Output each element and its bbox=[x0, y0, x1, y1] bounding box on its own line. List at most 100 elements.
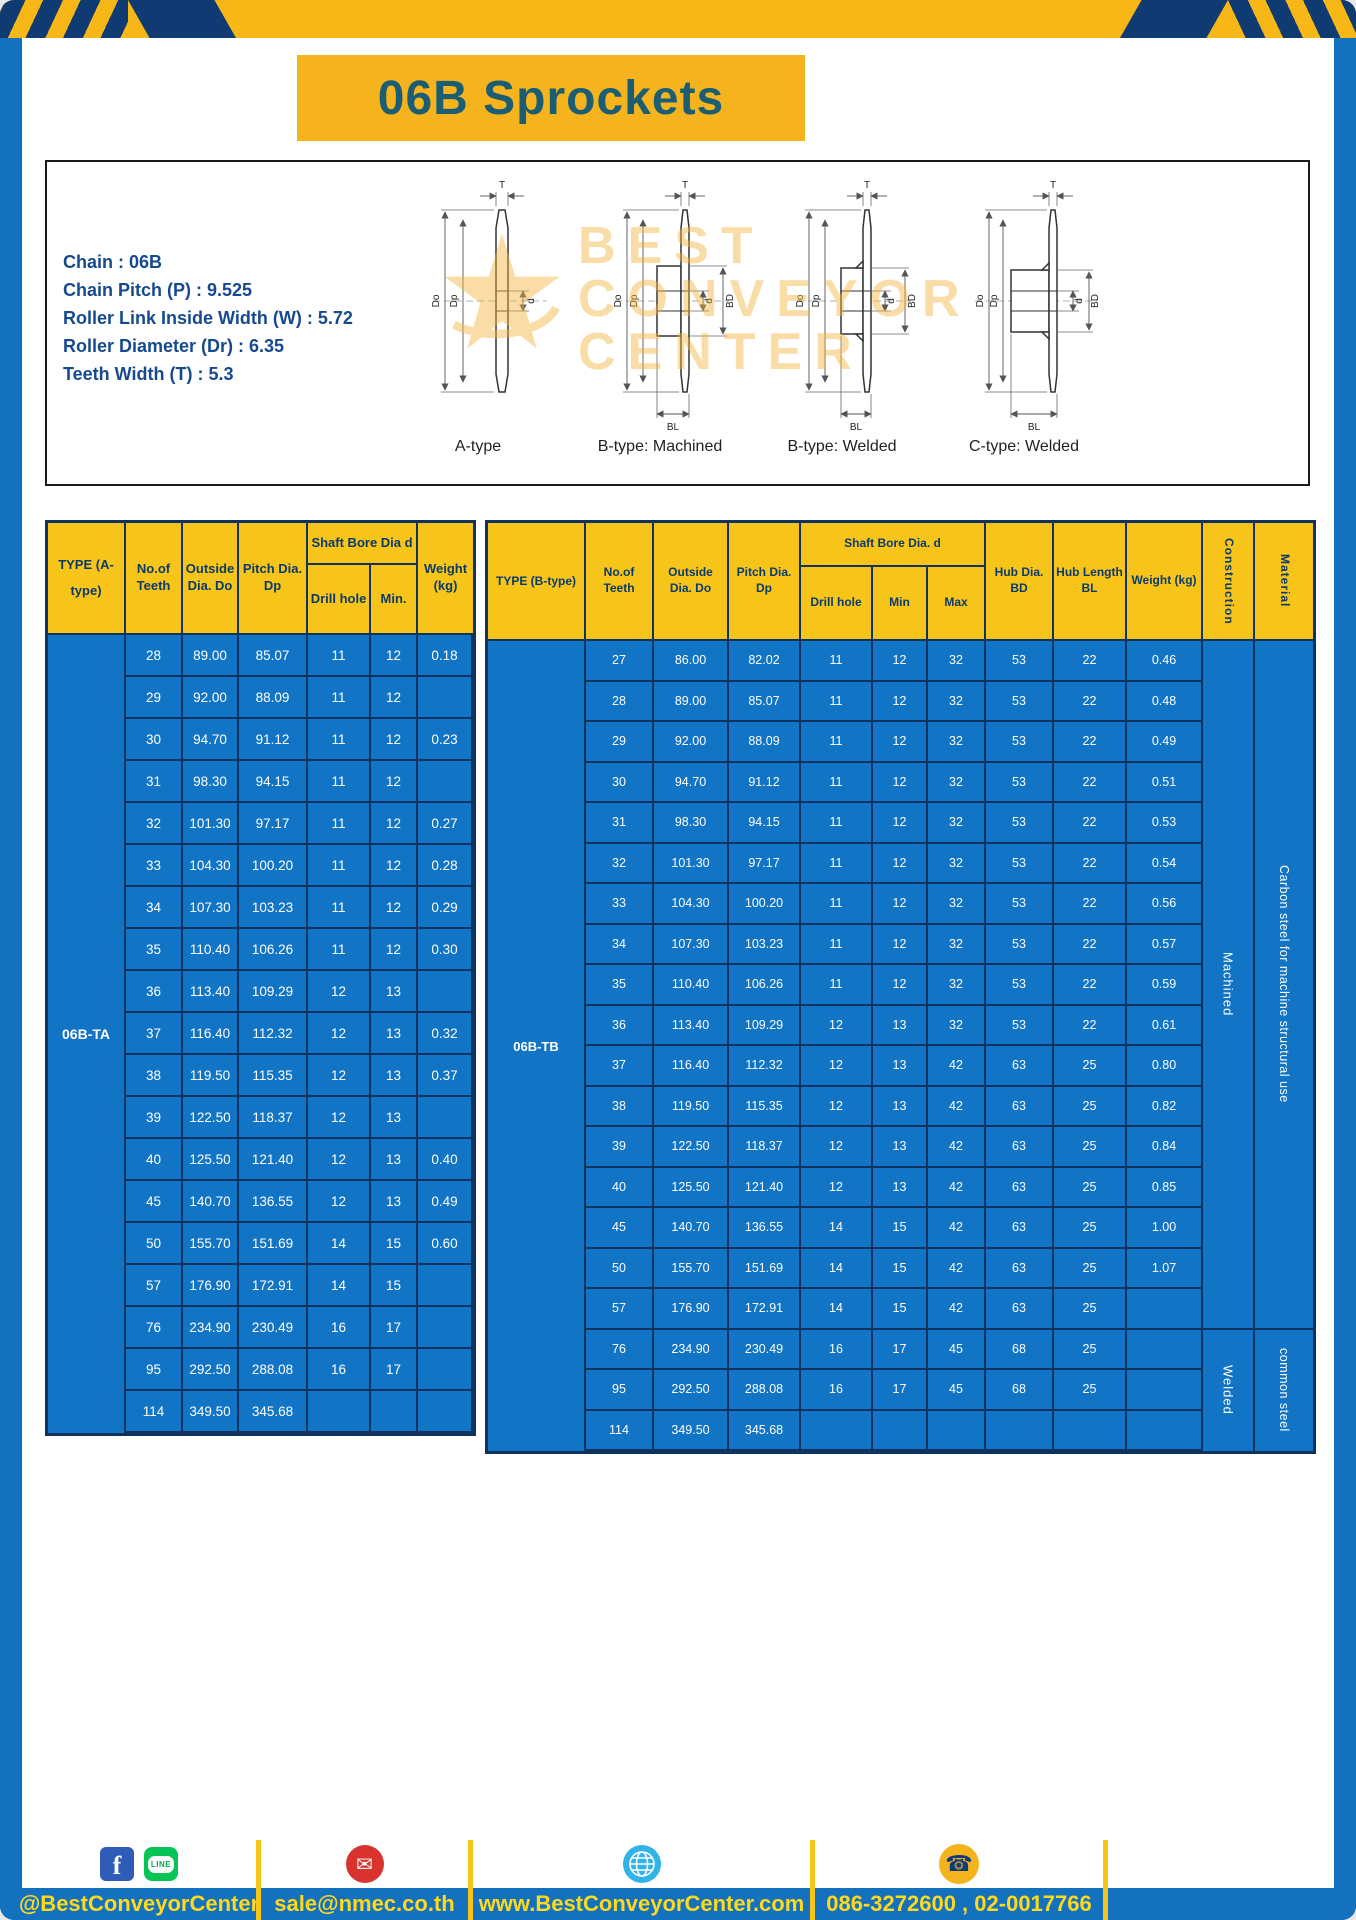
cell-max: 42 bbox=[928, 1046, 986, 1087]
table-row: 114 349.50 345.68 bbox=[126, 1391, 473, 1433]
facebook-glyph: f bbox=[112, 1851, 122, 1880]
cell-teeth: 29 bbox=[586, 722, 654, 763]
table-row: 36 113.40 109.29 12 13 bbox=[126, 971, 473, 1013]
col-header-teeth: No.of Teeth bbox=[586, 523, 654, 641]
cell-max: 32 bbox=[928, 1005, 986, 1046]
cell-teeth: 40 bbox=[126, 1139, 183, 1181]
table-row: 57 176.90 172.91 14 15 bbox=[126, 1265, 473, 1307]
cell-outside-dia: 155.70 bbox=[183, 1223, 239, 1265]
table-a-type: TYPE (A-type) No.of Teeth Outside Dia. D… bbox=[45, 520, 476, 1436]
cell-weight bbox=[418, 1265, 473, 1307]
table-row: 40 125.50 121.40 12 13 42 63 25 0.85 bbox=[586, 1167, 1203, 1208]
spec-line: Chain : 06B bbox=[63, 252, 163, 272]
email-icon[interactable]: ✉ bbox=[345, 1845, 384, 1883]
table-row: 45 140.70 136.55 14 15 42 63 25 1.00 bbox=[586, 1208, 1203, 1249]
hazard-stripes-left bbox=[0, 0, 128, 38]
cell-hub-length: 22 bbox=[1054, 924, 1127, 965]
sprocket-drawing-b-machined: Do Dp d BD bbox=[613, 180, 736, 433]
line-icon[interactable]: LINE bbox=[144, 1847, 178, 1881]
cell-drill-hole: 11 bbox=[308, 929, 371, 971]
type-label-cell: 06B-TA bbox=[48, 635, 126, 1433]
cell-outside-dia: 107.30 bbox=[183, 887, 239, 929]
table-b-header: TYPE (B-type) No.of Teeth Outside Dia. D… bbox=[488, 523, 1313, 641]
cell-drill-hole: 14 bbox=[801, 1208, 873, 1249]
phone-icon[interactable]: ☎ bbox=[939, 1844, 979, 1884]
cell-hub-length bbox=[1054, 1410, 1127, 1451]
col-header-pitch-dia: Pitch Dia. Dp bbox=[729, 523, 801, 641]
cell-pitch-dia: 136.55 bbox=[239, 1181, 308, 1223]
globe-icon[interactable] bbox=[622, 1844, 662, 1884]
cell-min: 13 bbox=[873, 1127, 928, 1168]
cell-min: 17 bbox=[371, 1349, 418, 1391]
cell-outside-dia: 94.70 bbox=[654, 762, 729, 803]
technical-drawings: Do Dp d T A-type bbox=[399, 174, 1103, 456]
cell-hub-dia: 53 bbox=[986, 762, 1054, 803]
cell-weight: 0.57 bbox=[1127, 924, 1203, 965]
cell-teeth: 36 bbox=[126, 971, 183, 1013]
cell-min: 12 bbox=[371, 845, 418, 887]
cell-min bbox=[873, 1410, 928, 1451]
envelope-glyph: ✉ bbox=[356, 1853, 373, 1876]
cell-pitch-dia: 82.02 bbox=[729, 641, 801, 682]
cell-outside-dia: 234.90 bbox=[183, 1307, 239, 1349]
footer-website-label[interactable]: www.BestConveyorCenter.com bbox=[478, 1891, 805, 1916]
cell-teeth: 37 bbox=[586, 1046, 654, 1087]
cell-drill-hole: 16 bbox=[801, 1329, 873, 1370]
cell-min: 13 bbox=[873, 1086, 928, 1127]
cell-pitch-dia: 288.08 bbox=[239, 1349, 308, 1391]
cell-teeth: 36 bbox=[586, 1005, 654, 1046]
cell-pitch-dia: 97.17 bbox=[729, 843, 801, 884]
sprocket-drawing-b-welded: Do Dp d BD bbox=[795, 180, 918, 433]
cell-pitch-dia: 94.15 bbox=[729, 803, 801, 844]
footer-website-icons bbox=[473, 1840, 810, 1888]
col-header-min: Min bbox=[873, 567, 928, 641]
cell-hub-dia: 53 bbox=[986, 924, 1054, 965]
cell-teeth: 30 bbox=[126, 719, 183, 761]
cell-drill-hole: 11 bbox=[801, 843, 873, 884]
cell-pitch-dia: 94.15 bbox=[239, 761, 308, 803]
footer-phone-label[interactable]: 086-3272600 , 02-0017766 bbox=[826, 1891, 1092, 1916]
cell-drill-hole: 11 bbox=[801, 722, 873, 763]
table-row: 114 349.50 345.68 bbox=[586, 1410, 1203, 1451]
figure-a-type: Do Dp d T A-type bbox=[399, 174, 557, 456]
table-a-rows: 28 89.00 85.07 11 12 0.18 29 92.00 88.09… bbox=[126, 635, 473, 1433]
cell-hub-dia: 63 bbox=[986, 1127, 1054, 1168]
table-row: 45 140.70 136.55 12 13 0.49 bbox=[126, 1181, 473, 1223]
cell-pitch-dia: 172.91 bbox=[239, 1265, 308, 1307]
cell-hub-dia bbox=[986, 1410, 1054, 1451]
type-label-cell: 06B-TB bbox=[488, 641, 586, 1451]
col-header-outside-dia: Outside Dia. Do bbox=[654, 523, 729, 641]
table-row: 28 89.00 85.07 11 12 32 53 22 0.48 bbox=[586, 681, 1203, 722]
footer-email-label[interactable]: sale@nmec.co.th bbox=[274, 1891, 455, 1916]
cell-outside-dia: 113.40 bbox=[183, 971, 239, 1013]
cell-outside-dia: 119.50 bbox=[183, 1055, 239, 1097]
cell-min: 13 bbox=[371, 1139, 418, 1181]
cell-weight bbox=[418, 1391, 473, 1433]
cell-teeth: 95 bbox=[126, 1349, 183, 1391]
cell-weight: 0.51 bbox=[1127, 762, 1203, 803]
cell-outside-dia: 107.30 bbox=[654, 924, 729, 965]
cell-outside-dia: 98.30 bbox=[654, 803, 729, 844]
facebook-icon[interactable]: f bbox=[100, 1847, 134, 1881]
cell-weight: 0.49 bbox=[1127, 722, 1203, 763]
cell-drill-hole: 11 bbox=[801, 965, 873, 1006]
cell-teeth: 33 bbox=[586, 884, 654, 925]
cell-weight: 0.23 bbox=[418, 719, 473, 761]
col-header-construction: Construction bbox=[1203, 523, 1255, 641]
figure-b-type-welded: Do Dp d BD bbox=[763, 174, 921, 456]
cell-min: 12 bbox=[873, 762, 928, 803]
cell-pitch-dia: 112.32 bbox=[239, 1013, 308, 1055]
footer-social-label[interactable]: @BestConveyorCenter bbox=[18, 1891, 260, 1916]
table-a-header: TYPE (A-type) No.of Teeth Outside Dia. D… bbox=[48, 523, 473, 635]
table-row: 27 86.00 82.02 11 12 32 53 22 0.46 bbox=[586, 641, 1203, 682]
col-header-pitch-dia: Pitch Dia. Dp bbox=[239, 523, 308, 635]
hazard-stripes-right bbox=[1228, 0, 1356, 38]
cell-teeth: 35 bbox=[126, 929, 183, 971]
cell-weight: 0.18 bbox=[418, 635, 473, 677]
cell-drill-hole: 11 bbox=[308, 677, 371, 719]
cell-drill-hole: 12 bbox=[801, 1005, 873, 1046]
cell-hub-dia: 53 bbox=[986, 1005, 1054, 1046]
cell-drill-hole: 11 bbox=[801, 681, 873, 722]
cell-teeth: 38 bbox=[126, 1055, 183, 1097]
cell-outside-dia: 86.00 bbox=[654, 641, 729, 682]
